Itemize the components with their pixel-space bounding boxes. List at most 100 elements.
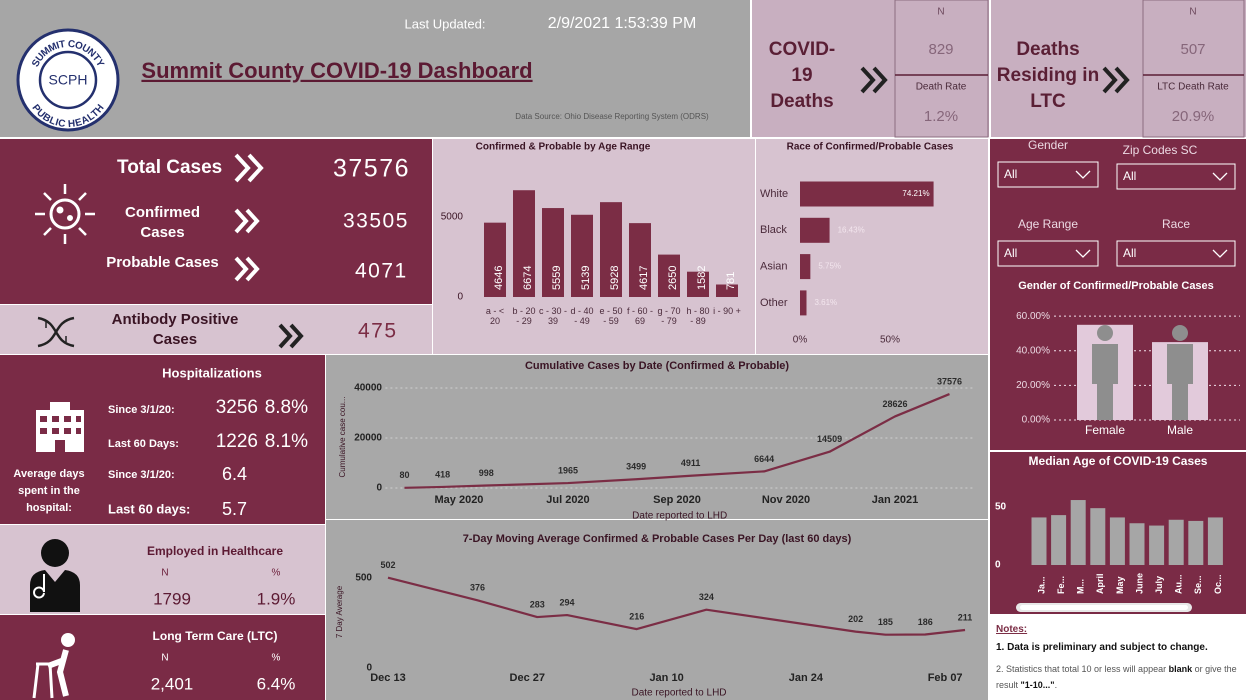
bar	[484, 222, 506, 297]
filter-label: Gender	[1028, 138, 1068, 152]
bar	[1031, 517, 1047, 565]
dna-icon	[37, 316, 75, 348]
bar	[800, 254, 811, 280]
x-tick-label: Feb 07	[928, 672, 963, 684]
virus-dot	[67, 215, 73, 221]
data-label: 418	[435, 469, 450, 479]
value-label: 781	[725, 272, 737, 290]
chevron	[278, 323, 304, 349]
cumulative-chart-panel	[326, 355, 988, 519]
data-label: 502	[380, 560, 395, 570]
x-tick-label: Nov 2020	[762, 494, 810, 506]
avg-days-label: Average days spent in the hospital:	[13, 468, 85, 514]
x-tick-label: c - 30 - 39	[539, 306, 568, 326]
filter-dropdown[interactable]	[997, 240, 1099, 267]
filter-value: All	[1004, 167, 1017, 181]
y-tick-label: 0	[995, 560, 1001, 571]
row-label: Since 3/1/20:	[108, 404, 175, 416]
deaths-title: COVID-19 Deaths	[768, 39, 836, 112]
n-label: N	[161, 568, 168, 579]
hospital-icon	[36, 402, 84, 452]
kpi-value: 33505	[343, 210, 409, 233]
y-tick-label: 0	[457, 292, 463, 303]
n-value: 829	[928, 41, 953, 58]
data-label: 1965	[558, 465, 578, 475]
y-tick-label: 500	[355, 573, 372, 584]
line	[404, 393, 950, 489]
bar	[800, 290, 807, 316]
x-tick-label: Dec 13	[370, 672, 405, 684]
row-value: 3256	[216, 397, 258, 418]
note-part: 2. Statistics that total 10 or less will…	[996, 664, 1169, 674]
value-label: 6674	[522, 266, 534, 290]
filter-dropdown[interactable]	[1116, 240, 1236, 267]
virus-icon	[35, 184, 95, 244]
bar	[716, 284, 738, 297]
data-label: 294	[560, 597, 575, 607]
last-updated: 2/9/2021 1:53:39 PM	[548, 15, 697, 32]
x-tick-label: Jan 24	[789, 672, 824, 684]
bar	[513, 190, 535, 297]
dropdown-arrow	[1075, 249, 1091, 258]
bar	[687, 271, 709, 297]
filter-dropdown[interactable]	[1116, 163, 1236, 190]
x-tick-label: 50%	[880, 335, 900, 346]
y-axis-title: 7 Day Average	[335, 585, 344, 638]
x-tick-label: h - 80 - 89	[686, 306, 710, 326]
x-tick-label: Ja...	[1036, 576, 1046, 594]
cases-panel	[0, 139, 432, 304]
chevron	[234, 256, 260, 282]
kpi-label: Confirmed Cases	[125, 204, 200, 241]
chart-title: Gender of Confirmed/Probable Cases	[1018, 280, 1214, 292]
rate-label: Death Rate	[916, 82, 967, 93]
value-label: 1582	[696, 266, 708, 290]
filter-dropdown[interactable]	[997, 161, 1099, 188]
x-tick-label: Fe...	[1056, 576, 1066, 594]
chart-title: Confirmed & Probable by Age Range	[476, 142, 651, 153]
x-tick-label: Se...	[1193, 575, 1203, 594]
pct-value: 1.9%	[257, 589, 296, 608]
bar	[1207, 517, 1223, 565]
x-tick-label: Jan 2021	[872, 494, 918, 506]
n-value: 1799	[153, 589, 191, 608]
x-tick-label: Jan 10	[649, 672, 683, 684]
stethoscope	[33, 574, 45, 599]
y-tick-label: 60.00%	[1016, 311, 1050, 322]
filter-label: Zip Codes SC	[1123, 143, 1198, 157]
person-icon-head	[1097, 325, 1113, 341]
x-tick-label: f - 60 - 69	[626, 306, 653, 326]
dna-rungs	[45, 322, 67, 342]
dropdown-arrow	[1212, 172, 1228, 181]
x-tick-label: Dec 27	[510, 672, 545, 684]
value-label: 5139	[580, 266, 592, 290]
chevrons	[234, 153, 264, 282]
n-value: 507	[1180, 41, 1205, 58]
y-tick-label: 0.00%	[1022, 415, 1050, 426]
kpi-value: 475	[358, 320, 398, 343]
x-tick-label: Oc...	[1213, 574, 1223, 594]
x-tick-label: Male	[1167, 423, 1193, 437]
note-part: blank	[1168, 664, 1193, 674]
panel-title: Long Term Care (LTC)	[153, 629, 278, 643]
kpi-label: Probable Cases	[106, 254, 219, 271]
bar	[800, 217, 830, 243]
header-panel	[0, 0, 750, 137]
data-label: 185	[878, 617, 893, 627]
virus-spikes	[35, 184, 95, 244]
row-label: Last 60 days:	[108, 501, 190, 516]
x-tick-label: Au...	[1174, 575, 1184, 595]
row-value: 6.4	[222, 464, 247, 484]
pct-label: %	[272, 568, 281, 579]
y-tick-label: 20000	[354, 433, 382, 444]
doctor-body	[30, 570, 80, 612]
bar	[542, 208, 564, 297]
data-label: 6644	[754, 454, 774, 464]
bar	[1070, 500, 1086, 565]
deaths-box	[894, 0, 989, 138]
data-label: 216	[629, 611, 644, 621]
ltc-panel	[0, 615, 325, 700]
chart-title: Median Age of COVID-19 Cases	[1029, 454, 1208, 468]
bar	[1090, 508, 1106, 565]
scrollbar-thumb[interactable]	[1020, 605, 1188, 610]
